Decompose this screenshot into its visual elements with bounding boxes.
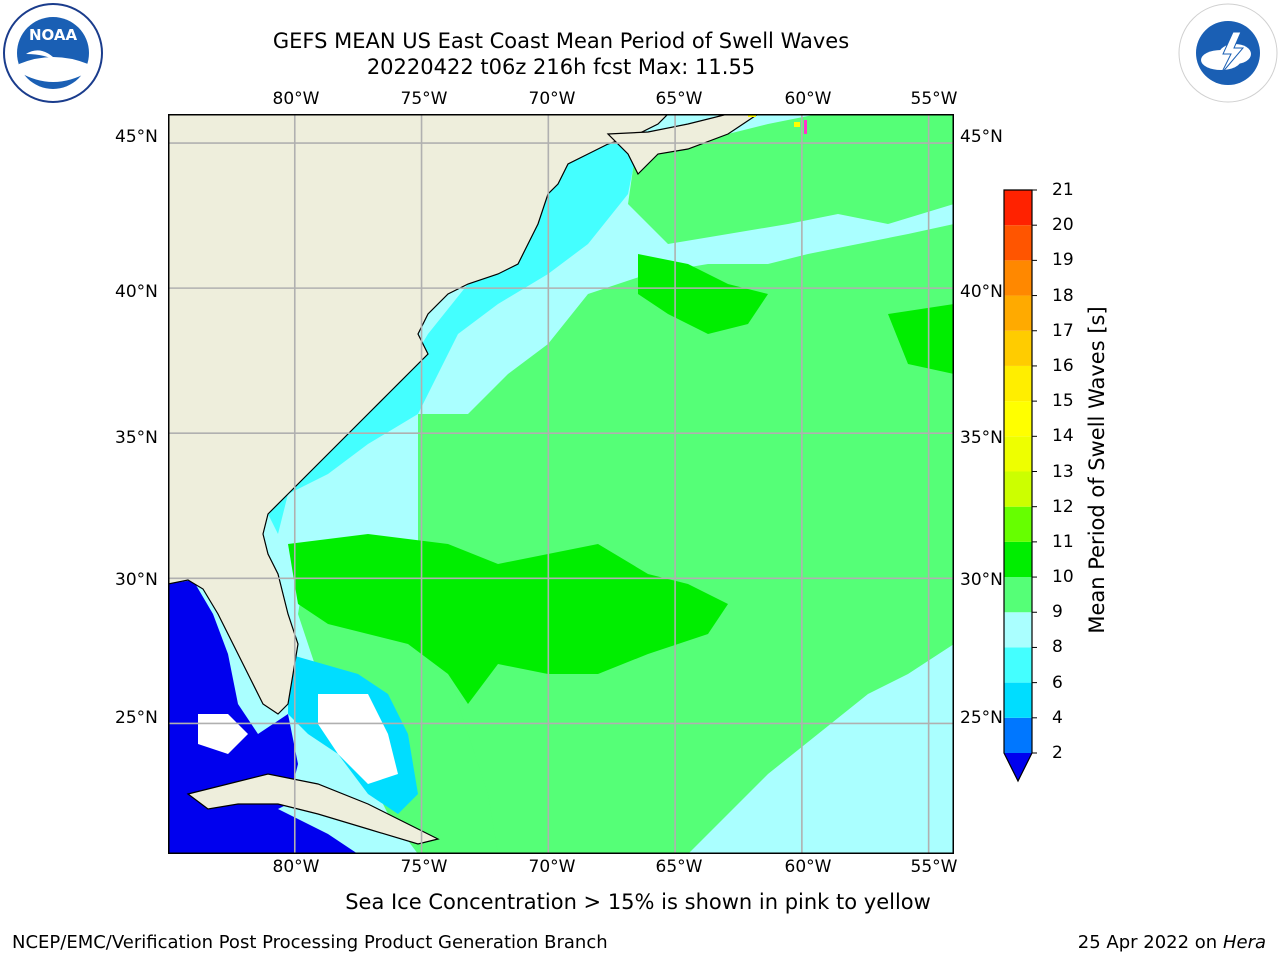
lon-label-bottom: 55°W bbox=[910, 857, 958, 877]
lon-label-bottom: 80°W bbox=[272, 857, 320, 877]
lat-label-right: 40°N bbox=[960, 282, 1003, 302]
colorbar-label: Mean Period of Swell Waves [s] bbox=[1085, 306, 1109, 634]
colorbar-tick-label: 9 bbox=[1052, 602, 1063, 623]
lon-label-bottom: 60°W bbox=[784, 857, 832, 877]
sea-ice-marker bbox=[794, 122, 800, 127]
lat-label-left: 35°N bbox=[115, 428, 158, 448]
period-6-8-coastal-band bbox=[268, 114, 638, 534]
svg-text:NOAA: NOAA bbox=[29, 26, 78, 44]
colorbar-segment bbox=[1004, 506, 1032, 542]
colorbar-segment bbox=[1004, 260, 1032, 296]
lat-label-right: 35°N bbox=[960, 428, 1003, 448]
lon-label-bottom: 75°W bbox=[400, 857, 448, 877]
lon-label-top: 70°W bbox=[528, 89, 576, 109]
colorbar-segment bbox=[1004, 190, 1032, 226]
map-gridlines bbox=[168, 114, 954, 854]
colorbar-segment bbox=[1004, 365, 1032, 402]
caribbean-below-2 bbox=[168, 794, 358, 854]
colorbar-tick-label: 13 bbox=[1052, 461, 1074, 482]
sea-ice-marker bbox=[804, 120, 807, 134]
colorbar-segment bbox=[1004, 225, 1032, 261]
footer-left: NCEP/EMC/Verification Post Processing Pr… bbox=[12, 932, 608, 953]
colorbar-tick-label: 10 bbox=[1052, 567, 1074, 588]
lat-label-right: 25°N bbox=[960, 708, 1003, 728]
colorbar-segment bbox=[1004, 577, 1032, 613]
colorbar-tick-label: 11 bbox=[1052, 531, 1074, 552]
period-10-11-region bbox=[288, 534, 728, 704]
colorbar-tick-label: 12 bbox=[1052, 496, 1074, 517]
lon-label-top: 75°W bbox=[400, 89, 448, 109]
colorbar-segment bbox=[1004, 647, 1032, 683]
lon-label-top: 60°W bbox=[784, 89, 832, 109]
lon-label-bottom: 70°W bbox=[528, 857, 576, 877]
colorbar-segment bbox=[1004, 717, 1032, 753]
lat-label-left: 25°N bbox=[115, 708, 158, 728]
swell-period-map bbox=[167, 113, 954, 854]
noaa-logo: NOAA bbox=[2, 2, 104, 104]
lon-label-top: 65°W bbox=[655, 89, 703, 109]
colorbar-tick-label: 16 bbox=[1052, 355, 1074, 376]
footer-date: 25 Apr 2022 on bbox=[1077, 932, 1223, 953]
lon-label-top: 55°W bbox=[910, 89, 958, 109]
lat-label-left: 40°N bbox=[115, 282, 158, 302]
colorbar-tick-label: 14 bbox=[1052, 426, 1074, 447]
colorbar-tick-label: 2 bbox=[1052, 743, 1063, 763]
colorbar-tick-label: 21 bbox=[1052, 180, 1074, 200]
lat-label-left: 45°N bbox=[115, 127, 158, 147]
lon-label-bottom: 65°W bbox=[655, 857, 703, 877]
colorbar-segment bbox=[1004, 471, 1032, 507]
colorbar-outline bbox=[1003, 189, 1033, 783]
chart-subtitle: 20220422 t06z 216h fcst Max: 11.55 bbox=[366, 55, 756, 79]
footer-right: 25 Apr 2022 on Hera bbox=[1078, 932, 1266, 953]
lon-label-top: 80°W bbox=[272, 89, 320, 109]
colorbar-segment bbox=[1004, 612, 1032, 648]
sea-ice-note: Sea Ice Concentration > 15% is shown in … bbox=[345, 890, 931, 914]
footer-machine: Hera bbox=[1222, 932, 1266, 953]
colorbar-segment bbox=[1004, 436, 1032, 472]
colorbar-tick-label: 4 bbox=[1052, 707, 1063, 728]
colorbar-segment bbox=[1004, 295, 1032, 331]
no-data-shallows bbox=[318, 694, 398, 784]
colorbar-tick-label: 19 bbox=[1052, 250, 1074, 271]
colorbar-segment bbox=[1004, 682, 1032, 718]
nws-logo bbox=[1177, 2, 1279, 104]
map-frame bbox=[168, 114, 954, 854]
period-9-10-north bbox=[628, 114, 954, 244]
lat-label-right: 45°N bbox=[960, 127, 1003, 147]
colorbar-tick-label: 15 bbox=[1052, 391, 1074, 412]
land-cuba bbox=[186, 773, 440, 845]
period-9-10-region bbox=[408, 224, 954, 854]
colorbar-segment bbox=[1004, 541, 1032, 578]
colorbar-ticks: 2 4 6 8 9 10 11 12 13 14 15 16 17 18 19 20 21 bbox=[1042, 179, 1082, 769]
chart-title: GEFS MEAN US East Coast Mean Period of S… bbox=[272, 29, 850, 53]
lat-label-left: 30°N bbox=[115, 570, 158, 590]
colorbar-tick-label: 17 bbox=[1052, 320, 1074, 341]
colorbar-segment bbox=[1004, 401, 1032, 437]
colorbar-segment bbox=[1004, 330, 1032, 366]
colorbar-tick-label: 8 bbox=[1052, 637, 1063, 658]
colorbar-tick-label: 6 bbox=[1052, 672, 1063, 693]
period-10-11-northwest bbox=[638, 254, 768, 334]
lat-label-right: 30°N bbox=[960, 570, 1003, 590]
land-us-east bbox=[167, 113, 670, 715]
colorbar-under-extension bbox=[1004, 753, 1032, 781]
colorbar-tick-label: 18 bbox=[1052, 285, 1074, 306]
colorbar bbox=[1003, 189, 1037, 788]
colorbar-tick-label: 20 bbox=[1052, 215, 1074, 236]
period-10-11-east bbox=[888, 304, 954, 374]
